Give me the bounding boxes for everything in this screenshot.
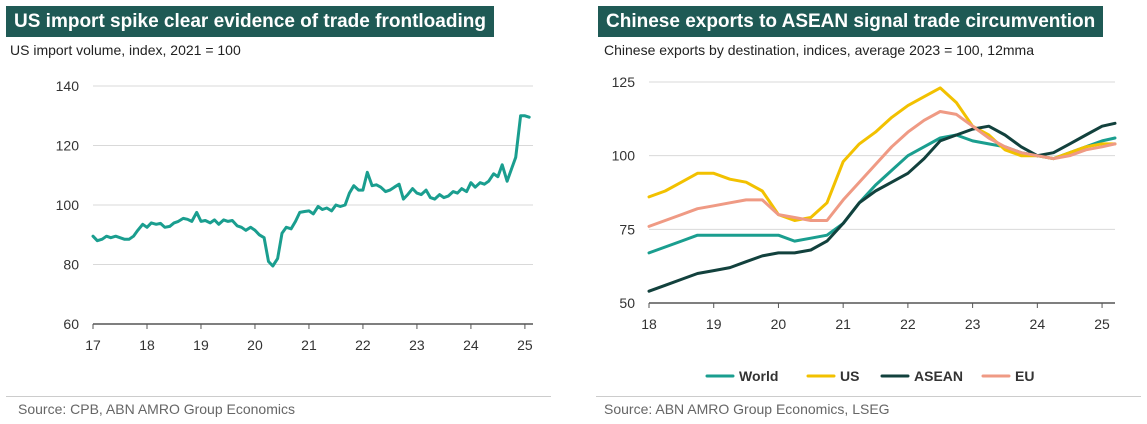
x-tick-label: 21 [835, 316, 851, 332]
x-tick-label: 19 [193, 337, 209, 353]
x-tick-label: 22 [355, 337, 371, 353]
y-tick-label: 125 [612, 74, 636, 90]
legend-label-us: US [840, 368, 859, 384]
series-line-asean [647, 121, 1117, 293]
y-tick-label: 100 [56, 197, 80, 213]
chart-source: Source: ABN AMRO Group Economics, LSEG [604, 401, 890, 417]
y-tick-label: 80 [63, 257, 79, 273]
y-tick-label: 75 [619, 221, 635, 237]
divider [6, 396, 551, 397]
x-tick-label: 20 [247, 337, 263, 353]
x-tick-label: 23 [965, 316, 981, 332]
x-tick-label: 23 [409, 337, 425, 353]
chart-panel-chinese-exports: Chinese exports to ASEAN signal trade ci… [590, 0, 1147, 424]
chart-subtitle: US import volume, index, 2021 = 100 [10, 42, 241, 58]
divider [596, 396, 1141, 397]
y-tick-label: 120 [56, 138, 80, 154]
legend-label-world: World [739, 368, 778, 384]
x-tick-label: 17 [85, 337, 101, 353]
chart-panel-us-imports: US import spike clear evidence of trade … [0, 0, 557, 424]
x-tick-label: 24 [463, 337, 479, 353]
x-tick-label: 24 [1030, 316, 1046, 332]
series-line-eu [647, 110, 1117, 228]
x-tick-label: 19 [706, 316, 722, 332]
x-tick-label: 18 [139, 337, 155, 353]
legend-label-asean: ASEAN [914, 368, 963, 384]
series-line-world [647, 133, 1117, 255]
legend-label-eu: EU [1015, 368, 1034, 384]
chart-plot: 50 75 100 125 18 19 20 21 22 23 24 25 World US ASEAN EU [612, 74, 1117, 384]
x-tick-label: 25 [517, 337, 533, 353]
chart-source: Source: CPB, ABN AMRO Group Economics [18, 401, 295, 417]
series-line-us-import-volume [91, 114, 531, 268]
chart-title: Chinese exports to ASEAN signal trade ci… [598, 6, 1104, 37]
y-tick-label: 140 [56, 78, 80, 94]
chart-title: US import spike clear evidence of trade … [6, 6, 494, 37]
chart-subtitle: Chinese exports by destination, indices,… [604, 42, 1034, 58]
x-tick-label: 25 [1094, 316, 1110, 332]
chart-plot: 60 80 100 120 140 17 18 19 20 21 22 23 24 25 [56, 78, 533, 353]
x-tick-label: 18 [641, 316, 657, 332]
x-tick-label: 20 [771, 316, 787, 332]
y-tick-label: 50 [619, 295, 635, 311]
x-tick-label: 21 [301, 337, 317, 353]
y-tick-label: 100 [612, 148, 636, 164]
x-tick-label: 22 [900, 316, 916, 332]
y-tick-label: 60 [63, 316, 79, 332]
